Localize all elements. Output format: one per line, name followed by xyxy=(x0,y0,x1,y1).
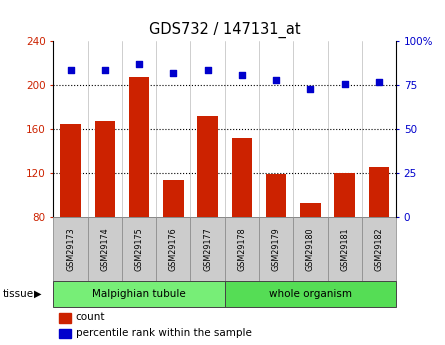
Text: ▶: ▶ xyxy=(34,289,41,299)
Bar xyxy=(225,217,259,281)
Bar xyxy=(368,167,389,217)
Bar xyxy=(300,203,321,217)
Text: GSM29180: GSM29180 xyxy=(306,227,315,271)
Point xyxy=(341,81,348,86)
Bar xyxy=(94,120,115,217)
Bar xyxy=(88,217,122,281)
Point xyxy=(273,77,280,83)
Point xyxy=(170,70,177,76)
Bar xyxy=(334,173,355,217)
Bar xyxy=(362,217,396,281)
Text: GSM29182: GSM29182 xyxy=(374,227,384,271)
Bar xyxy=(266,175,287,217)
Bar xyxy=(59,328,70,338)
Point xyxy=(136,61,143,67)
Bar xyxy=(259,217,293,281)
Text: whole organism: whole organism xyxy=(269,289,352,299)
Text: GSM29175: GSM29175 xyxy=(134,227,144,271)
Point xyxy=(239,72,246,78)
Bar xyxy=(190,217,225,281)
Text: GDS732 / 147131_at: GDS732 / 147131_at xyxy=(149,22,300,38)
Text: GSM29181: GSM29181 xyxy=(340,227,349,271)
Bar xyxy=(59,313,70,323)
Bar xyxy=(60,124,81,217)
Bar xyxy=(53,217,88,281)
Text: GSM29179: GSM29179 xyxy=(271,227,281,271)
Text: percentile rank within the sample: percentile rank within the sample xyxy=(76,328,251,338)
Text: GSM29178: GSM29178 xyxy=(237,227,247,271)
Bar xyxy=(122,217,156,281)
Text: Malpighian tubule: Malpighian tubule xyxy=(92,289,186,299)
Text: tissue: tissue xyxy=(2,289,33,299)
Bar xyxy=(225,281,396,307)
Bar xyxy=(163,180,184,217)
Bar xyxy=(156,217,190,281)
Bar xyxy=(231,138,252,217)
Bar xyxy=(53,281,225,307)
Bar xyxy=(293,217,328,281)
Bar xyxy=(197,116,218,217)
Text: GSM29173: GSM29173 xyxy=(66,227,75,271)
Text: GSM29174: GSM29174 xyxy=(100,227,109,271)
Point xyxy=(101,67,109,72)
Point xyxy=(376,79,383,85)
Bar xyxy=(129,77,150,217)
Point xyxy=(204,67,211,72)
Point xyxy=(67,67,74,72)
Bar xyxy=(328,217,362,281)
Text: GSM29176: GSM29176 xyxy=(169,227,178,271)
Point xyxy=(307,86,314,92)
Text: GSM29177: GSM29177 xyxy=(203,227,212,271)
Text: count: count xyxy=(76,313,105,322)
